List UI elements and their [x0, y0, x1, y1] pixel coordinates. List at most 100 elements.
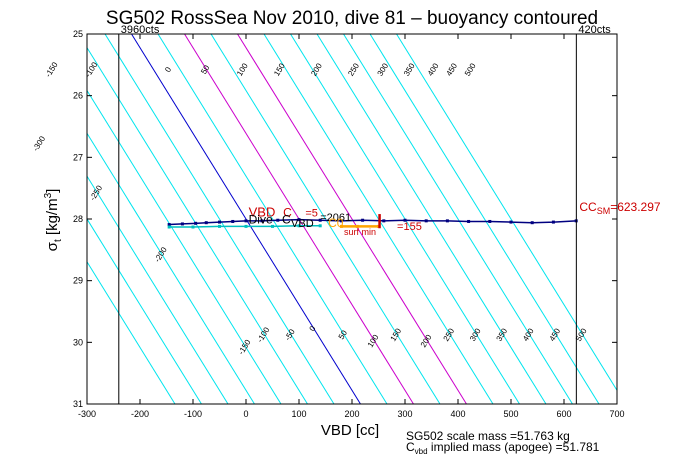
footer-implied-mass: Cvbd implied mass (apogee) =51.781: [406, 440, 600, 454]
point-dive-6: [244, 219, 248, 223]
contour-14: [316, 34, 547, 404]
contour-5: [87, 46, 308, 404]
point-surface-0: [339, 224, 343, 228]
point-dive-19: [509, 220, 513, 224]
contour-15: [343, 34, 573, 404]
contour-label-8: 50: [337, 328, 350, 341]
x-tick-label-10: 700: [609, 409, 624, 419]
annotation-2: =5: [305, 208, 318, 220]
x-tick-label-4: 100: [291, 409, 306, 419]
y-tick-label-2: 27: [73, 152, 83, 162]
annotation-3: Dive: [249, 212, 273, 226]
contour-label-6: -50: [283, 327, 297, 342]
y-tick-label-1: 26: [73, 91, 83, 101]
contour-label-7: 0: [308, 324, 318, 333]
limit-label-1: 420cts: [578, 24, 611, 36]
contour-10: [210, 34, 441, 404]
y-tick-label-3: 28: [73, 214, 83, 224]
contour-lines: [87, 34, 617, 404]
contour-label-2: -250: [88, 183, 104, 202]
point-dive-2: [194, 221, 198, 225]
top-contour-label-6: 200: [309, 61, 324, 78]
x-tick-label-5: 200: [344, 409, 359, 419]
y-tick-label-0: 25: [73, 29, 83, 39]
point-dive-11: [339, 219, 343, 223]
contour-labels: -350-300-250-200-150-100-500501001502002…: [31, 60, 589, 357]
point-dive-0: [167, 223, 171, 227]
contour-label-1: -300: [31, 134, 47, 153]
top-contour-label-11: 450: [444, 61, 459, 78]
series-dive: [169, 218, 577, 226]
top-contour-label-5: 150: [272, 61, 287, 78]
point-dive-14: [403, 218, 407, 222]
point-dive-13: [382, 219, 386, 223]
contour-16: [369, 34, 600, 404]
point-dive-9: [297, 218, 301, 222]
top-contour-label-12: 500: [463, 61, 478, 78]
x-tick-label-0: -300: [78, 409, 96, 419]
contour-label-16: 450: [548, 326, 563, 343]
limit-lines: 3960cts 420cts: [118, 24, 611, 404]
x-tick-label-1: -200: [131, 409, 149, 419]
x-tick-label-6: 300: [397, 409, 412, 419]
point-climb-6: [318, 224, 322, 228]
annotation-5: =2061: [320, 212, 351, 224]
contour-3: [87, 132, 255, 404]
contour-7: [131, 34, 361, 404]
contour-1: [87, 218, 202, 404]
annotation-0: VBD: [249, 205, 276, 220]
point-climb-4: [271, 224, 274, 228]
point-dive-5: [231, 219, 235, 223]
top-contour-label-2: 0: [163, 65, 173, 74]
chart-title: SG502 RossSea Nov 2010, dive 81 – buoyan…: [106, 8, 598, 29]
top-contour-label-1: -100: [83, 60, 99, 79]
y-tick-label-4: 29: [73, 276, 83, 286]
contour-8: [157, 34, 388, 404]
point-surface-1: [355, 224, 359, 228]
contour-17: [396, 34, 617, 392]
point-climb-5: [297, 224, 301, 228]
contour-label-14: 350: [495, 326, 510, 343]
contour-label-13: 300: [468, 326, 483, 343]
point-climb-2: [218, 224, 221, 228]
contour-label-4: -150: [236, 338, 252, 357]
x-tick-label-9: 600: [556, 409, 571, 419]
x-tick-label-2: -100: [184, 409, 202, 419]
contour-label-10: 150: [389, 326, 404, 343]
top-contour-label-7: 250: [346, 61, 361, 78]
point-climb-0: [167, 225, 171, 229]
y-axis-label: σt [kg/m3]: [43, 189, 64, 252]
top-contour-label-4: 100: [235, 61, 250, 78]
annotation-7: C0: [328, 216, 344, 230]
contour-2: [87, 175, 229, 404]
annotation-9: =155: [397, 221, 422, 233]
point-dive-21: [551, 220, 555, 224]
contour-6: [104, 34, 335, 404]
top-contour-label-3: 50: [199, 63, 212, 76]
point-climb-3: [244, 224, 248, 228]
point-dive-4: [218, 220, 221, 224]
y-tick-label-5: 30: [73, 337, 83, 347]
point-dive-8: [276, 218, 280, 222]
contour-label-11: 200: [419, 333, 434, 350]
point-dive-3: [204, 221, 208, 225]
point-dive-7: [260, 219, 264, 223]
annotation-6: VBD: [291, 218, 314, 230]
point-dive-12: [361, 218, 365, 222]
point-dive-17: [467, 219, 471, 223]
annotation-1: C: [283, 206, 292, 220]
x-axis-label: VBD [cc]: [321, 422, 379, 439]
top-contour-label-10: 400: [426, 61, 441, 78]
x-axis: -300 -200 -100 0 100 200 300 400 500 600 700: [78, 34, 625, 419]
annotation-4: C: [282, 212, 291, 226]
footer-scale-mass: SG502 scale mass =51.763 kg: [406, 429, 570, 443]
point-dive-20: [530, 221, 534, 225]
contour-label-3: -200: [153, 245, 169, 264]
contour-label-12: 250: [442, 326, 457, 343]
x-tick-label-3: 0: [243, 409, 248, 419]
point-dive-16: [445, 219, 449, 223]
contour-0: [87, 260, 176, 404]
contour-11: [237, 34, 467, 404]
